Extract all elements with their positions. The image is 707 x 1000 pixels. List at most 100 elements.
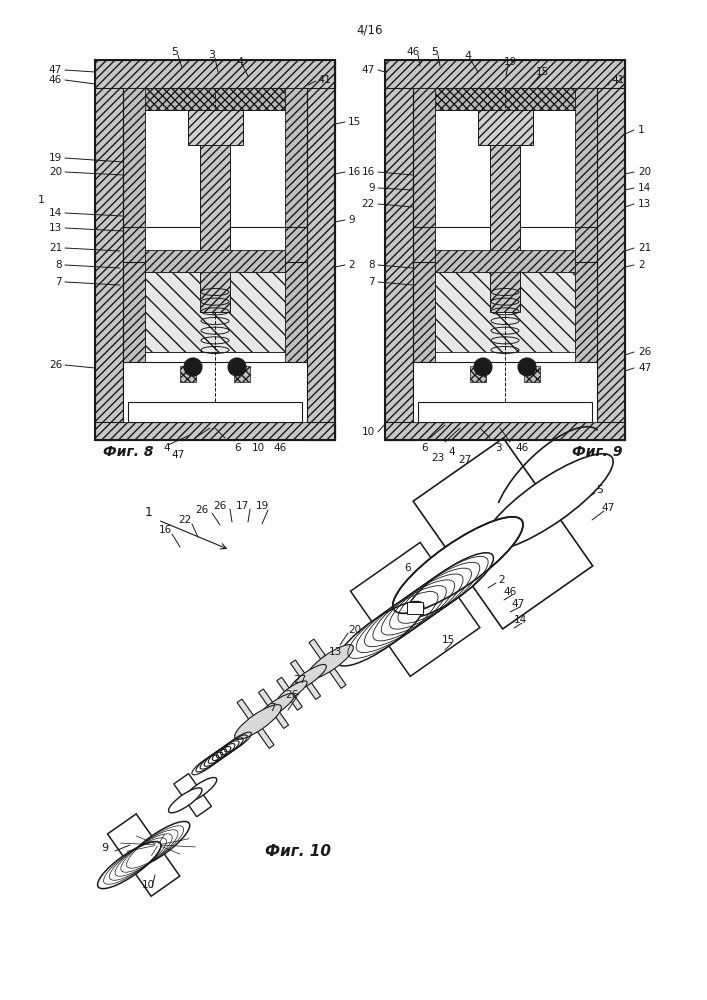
Circle shape bbox=[184, 358, 202, 376]
Ellipse shape bbox=[290, 664, 327, 692]
Text: 22: 22 bbox=[178, 515, 192, 525]
Bar bbox=[597, 60, 625, 440]
Bar bbox=[234, 366, 250, 382]
Ellipse shape bbox=[168, 788, 202, 813]
Text: 21: 21 bbox=[49, 243, 62, 253]
Bar bbox=[385, 60, 625, 88]
Bar bbox=[478, 110, 533, 145]
Text: 2: 2 bbox=[498, 575, 506, 585]
Text: 10: 10 bbox=[362, 427, 375, 437]
Polygon shape bbox=[291, 660, 320, 699]
Text: 19: 19 bbox=[503, 57, 517, 67]
Text: 3: 3 bbox=[495, 443, 501, 453]
Text: 9: 9 bbox=[348, 215, 355, 225]
Bar bbox=[385, 422, 625, 440]
Ellipse shape bbox=[307, 645, 354, 679]
Polygon shape bbox=[174, 774, 211, 817]
Bar bbox=[285, 88, 307, 362]
Text: 4/16: 4/16 bbox=[357, 23, 383, 36]
Circle shape bbox=[228, 358, 246, 376]
Text: 7: 7 bbox=[55, 277, 62, 287]
Text: 19: 19 bbox=[255, 501, 269, 511]
Ellipse shape bbox=[337, 601, 423, 666]
Ellipse shape bbox=[257, 693, 294, 721]
Text: 16: 16 bbox=[158, 525, 172, 535]
Text: 9: 9 bbox=[101, 843, 108, 853]
Bar bbox=[123, 88, 145, 362]
Bar bbox=[95, 60, 123, 440]
Text: 21: 21 bbox=[638, 243, 651, 253]
Text: Фиг. 10: Фиг. 10 bbox=[265, 844, 331, 859]
Text: 10: 10 bbox=[252, 443, 264, 453]
Bar bbox=[123, 88, 307, 422]
Bar bbox=[575, 88, 597, 362]
Text: 17: 17 bbox=[235, 501, 249, 511]
Text: Фиг. 9: Фиг. 9 bbox=[572, 445, 622, 459]
Ellipse shape bbox=[277, 681, 307, 703]
Text: 2: 2 bbox=[348, 260, 355, 270]
Text: 8: 8 bbox=[368, 260, 375, 270]
Ellipse shape bbox=[393, 517, 523, 613]
Text: 26: 26 bbox=[195, 505, 209, 515]
Text: 1: 1 bbox=[638, 125, 645, 135]
Bar bbox=[385, 60, 625, 440]
Text: 9: 9 bbox=[368, 183, 375, 193]
Circle shape bbox=[518, 358, 536, 376]
Text: 22: 22 bbox=[362, 199, 375, 209]
Bar bbox=[385, 60, 413, 440]
Text: Фиг. 8: Фиг. 8 bbox=[103, 445, 153, 459]
Text: 13: 13 bbox=[328, 647, 341, 657]
Text: 15: 15 bbox=[441, 635, 455, 645]
Bar bbox=[413, 88, 597, 110]
Bar bbox=[490, 110, 520, 312]
Text: 13: 13 bbox=[49, 223, 62, 233]
Text: 4: 4 bbox=[164, 443, 170, 453]
Bar bbox=[95, 60, 335, 440]
Text: 4: 4 bbox=[236, 57, 244, 67]
Text: 26: 26 bbox=[214, 501, 227, 511]
Text: 3: 3 bbox=[209, 50, 216, 60]
Text: 41: 41 bbox=[612, 75, 624, 85]
Ellipse shape bbox=[407, 553, 493, 617]
Text: 26: 26 bbox=[286, 690, 298, 700]
Bar bbox=[145, 250, 285, 272]
Text: 41: 41 bbox=[318, 75, 332, 85]
Bar bbox=[123, 88, 307, 110]
Text: 6: 6 bbox=[235, 443, 241, 453]
Polygon shape bbox=[351, 542, 480, 676]
Text: 46: 46 bbox=[515, 443, 529, 453]
Bar bbox=[188, 110, 243, 145]
Text: 20: 20 bbox=[49, 167, 62, 177]
Polygon shape bbox=[309, 639, 346, 688]
Text: 5: 5 bbox=[431, 47, 438, 57]
Bar bbox=[435, 250, 575, 272]
Bar bbox=[407, 602, 423, 614]
Bar bbox=[145, 272, 285, 352]
Text: 16: 16 bbox=[362, 167, 375, 177]
Bar bbox=[145, 272, 285, 352]
Text: 8: 8 bbox=[55, 260, 62, 270]
Text: 46: 46 bbox=[503, 587, 517, 597]
Text: 6: 6 bbox=[404, 563, 411, 573]
Text: 26: 26 bbox=[49, 360, 62, 370]
Text: 5: 5 bbox=[597, 485, 604, 495]
Bar bbox=[524, 366, 540, 382]
Text: 47: 47 bbox=[49, 65, 62, 75]
Text: 46: 46 bbox=[407, 47, 420, 57]
Text: 2: 2 bbox=[638, 260, 645, 270]
Text: 26: 26 bbox=[638, 347, 651, 357]
Bar bbox=[435, 272, 575, 352]
Polygon shape bbox=[259, 689, 288, 728]
Text: 5: 5 bbox=[172, 47, 178, 57]
Bar bbox=[180, 366, 196, 382]
Text: 19: 19 bbox=[49, 153, 62, 163]
Text: 23: 23 bbox=[431, 453, 445, 463]
Bar bbox=[95, 422, 335, 440]
Text: 14: 14 bbox=[513, 615, 527, 625]
Text: 47: 47 bbox=[511, 599, 525, 609]
Bar bbox=[418, 402, 592, 422]
Ellipse shape bbox=[183, 778, 217, 802]
Text: 10: 10 bbox=[141, 880, 155, 890]
Text: 15: 15 bbox=[535, 67, 549, 77]
Bar bbox=[95, 60, 335, 88]
